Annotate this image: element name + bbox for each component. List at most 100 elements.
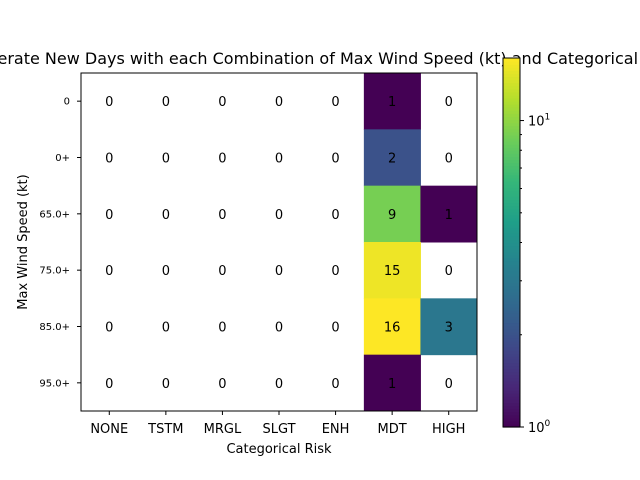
colorbar-segment xyxy=(503,193,520,197)
colorbar-segment xyxy=(503,408,520,413)
cell-value-label: 0 xyxy=(331,152,339,167)
cell-value-label: 0 xyxy=(162,377,170,392)
colorbar-segment xyxy=(503,107,520,111)
colorbar-segment xyxy=(503,73,520,78)
cell-value-label: 0 xyxy=(331,208,339,223)
colorbar-segment xyxy=(503,233,520,237)
x-axis: NONE TSTM MRGL SLGT ENH MDT HIGH xyxy=(90,411,465,437)
x-tick-label: MDT xyxy=(378,422,407,437)
colorbar-segment xyxy=(503,141,520,145)
colorbar-segment xyxy=(503,396,520,400)
colorbar-segment xyxy=(503,270,520,274)
colorbar-segment xyxy=(503,134,520,139)
y-tick-label: 75.0+ xyxy=(39,266,70,277)
cell-value-label: 0 xyxy=(218,321,226,336)
colorbar-segment xyxy=(503,162,520,167)
colorbar-segment xyxy=(503,322,520,327)
colorbar-segment xyxy=(503,82,520,87)
y-tick-label: 0 xyxy=(64,97,70,108)
colorbar-segment xyxy=(503,313,520,317)
heatmap-cell xyxy=(363,129,421,187)
colorbar-segment xyxy=(503,125,520,130)
colorbar-segment xyxy=(503,383,520,388)
cell-value-label: 0 xyxy=(105,264,113,279)
colorbar-segment xyxy=(503,414,520,419)
chart-title: Moderate New Days with each Combination … xyxy=(0,49,640,68)
colorbar-segment xyxy=(503,214,520,219)
colorbar-segment xyxy=(503,211,520,216)
x-axis-label: Categorical Risk xyxy=(226,442,332,457)
colorbar-segment xyxy=(503,411,520,416)
cell-value-label: 16 xyxy=(384,321,401,336)
cell-value-label: 0 xyxy=(445,152,453,167)
colorbar-segment xyxy=(503,184,520,188)
colorbar-segment xyxy=(503,254,520,259)
cell-value-label: 0 xyxy=(105,321,113,336)
colorbar-segment xyxy=(503,177,520,182)
cell-value-label: 0 xyxy=(162,208,170,223)
colorbar-tick-label: 101 xyxy=(528,113,550,130)
x-tick-label: TSTM xyxy=(147,422,183,437)
cell-value-label: 0 xyxy=(331,321,339,336)
colorbar-segment xyxy=(503,119,520,124)
colorbar-segment xyxy=(503,76,520,81)
colorbar-segment xyxy=(503,199,520,204)
colorbar-segment xyxy=(503,171,520,176)
colorbar-segment xyxy=(503,257,520,262)
colorbar-segment xyxy=(503,174,520,179)
colorbar-segment xyxy=(503,94,520,99)
colorbar-segment xyxy=(503,70,520,74)
y-tick-label: 65.0+ xyxy=(39,209,70,220)
colorbar-segment xyxy=(503,365,520,370)
colorbar-segment xyxy=(503,196,520,201)
colorbar-segment xyxy=(503,310,520,314)
colorbar-segment xyxy=(503,208,520,213)
colorbar-segment xyxy=(503,402,520,407)
heatmap-cell xyxy=(363,185,421,243)
colorbar-segment xyxy=(503,110,520,114)
colorbar-segment xyxy=(503,417,520,422)
colorbar-segment xyxy=(503,390,520,394)
x-tick-label: HIGH xyxy=(432,422,465,437)
cell-value-label: 0 xyxy=(275,264,283,279)
colorbar-segment xyxy=(503,294,520,299)
colorbar-segment xyxy=(503,279,520,284)
colorbar-segment xyxy=(503,217,520,222)
colorbar-segment xyxy=(503,282,520,287)
colorbar-segment xyxy=(503,187,520,191)
cell-value-label: 0 xyxy=(162,95,170,110)
heatmap-cell xyxy=(420,185,478,243)
colorbar-segment xyxy=(503,159,520,164)
colorbar-segment xyxy=(503,316,520,320)
y-tick-label: 85.0+ xyxy=(39,322,70,333)
cell-value-label: 0 xyxy=(331,377,339,392)
cell-value-label: 0 xyxy=(105,95,113,110)
colorbar-segment xyxy=(503,405,520,410)
colorbar-segment xyxy=(503,319,520,324)
cell-value-label: 9 xyxy=(388,208,396,223)
cell-value-label: 1 xyxy=(445,208,453,223)
colorbar-segment xyxy=(503,122,520,127)
y-tick-label: 95.0+ xyxy=(39,378,70,389)
heatmap-cell xyxy=(363,354,421,412)
colorbar-tick-label: 100 xyxy=(528,419,551,436)
colorbar-segment xyxy=(503,267,520,271)
x-tick-label: NONE xyxy=(90,422,128,437)
cell-value-label: 0 xyxy=(218,264,226,279)
colorbar-segment xyxy=(503,79,520,84)
heatmap-cell xyxy=(363,298,421,356)
cell-value-label: 1 xyxy=(388,95,396,110)
colorbar-segment xyxy=(503,202,520,207)
colorbar-segment xyxy=(503,181,520,185)
colorbar-segment xyxy=(503,399,520,403)
colorbar-segment xyxy=(503,340,520,345)
colorbar-segment xyxy=(503,347,520,351)
colorbar-segment xyxy=(503,387,520,391)
colorbar-segment xyxy=(503,220,520,225)
colorbar-segment xyxy=(503,137,520,142)
colorbar-segment xyxy=(503,131,520,136)
colorbar-segment xyxy=(503,251,520,256)
colorbar-segment xyxy=(503,239,520,244)
colorbar-segment xyxy=(503,285,520,290)
colorbar-segment xyxy=(503,147,520,151)
